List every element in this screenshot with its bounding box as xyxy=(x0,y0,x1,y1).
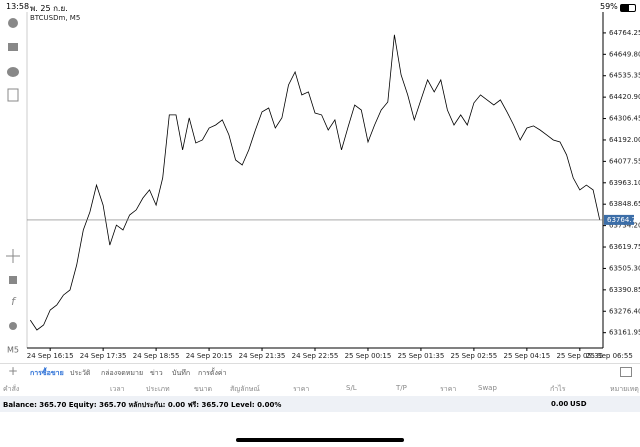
column-header: กำไร xyxy=(550,385,566,393)
add-icon[interactable] xyxy=(7,88,19,102)
y-tick-label: 64192.00 xyxy=(609,136,640,144)
x-tick-label: 25 Sep 06:55 xyxy=(586,352,633,360)
y-tick-label: 64535.35 xyxy=(609,72,640,80)
column-header: Swap xyxy=(478,384,497,392)
y-tick-label: 63161.95 xyxy=(609,329,640,337)
status-battery: 59% xyxy=(600,2,618,11)
layout-icon[interactable] xyxy=(620,367,632,377)
x-tick-label: 24 Sep 20:15 xyxy=(186,352,233,360)
add-button[interactable]: + xyxy=(8,364,19,378)
x-tick-label: 24 Sep 21:35 xyxy=(239,352,286,360)
indicators-icon[interactable] xyxy=(9,276,17,284)
currency: USD xyxy=(570,400,587,408)
y-tick-label: 63505.30 xyxy=(609,264,640,272)
chart: f M5 BTCUSDm, M5 64764.25 64649.80 64535.3… xyxy=(6,12,640,360)
x-tick-label: 25 Sep 04:15 xyxy=(503,352,550,360)
y-tick-label: 64649.80 xyxy=(609,50,640,58)
profit-total: 0.00 xyxy=(551,400,569,408)
column-header: เวลา xyxy=(110,385,125,393)
battery-icon xyxy=(620,4,636,12)
status-time: 13:58 xyxy=(6,2,30,11)
home-indicator xyxy=(236,438,404,442)
tab[interactable]: การซื้อขาย xyxy=(30,369,64,377)
column-header: หมายเหตุ xyxy=(610,385,639,393)
column-header: ประเภท xyxy=(146,385,170,393)
y-tick-label: 64077.55 xyxy=(609,157,640,165)
x-tick-label: 25 Sep 05:35 xyxy=(556,352,603,360)
y-tick-label: 63390.85 xyxy=(609,286,640,294)
y-tick-label: 64764.25 xyxy=(609,29,640,37)
column-header: T/P xyxy=(396,384,407,392)
crosshair-icon[interactable] xyxy=(6,249,20,263)
column-header: ราคา xyxy=(440,385,457,393)
balance-text: Balance: 365.70 Equity: 365.70 หลักประกั… xyxy=(3,401,282,409)
column-header: ราคา xyxy=(293,385,310,393)
current-price-box xyxy=(604,214,634,225)
y-tick-label: 63848.65 xyxy=(609,200,640,208)
column-header: สัญลักษณ์ xyxy=(230,385,260,393)
price-line xyxy=(29,34,601,331)
balance-row: Balance: 365.70 Equity: 365.70 หลักประกั… xyxy=(0,396,640,412)
function-icon[interactable]: f xyxy=(11,295,17,308)
trade-icon[interactable] xyxy=(8,43,18,51)
left-toolbar: f M5 xyxy=(6,18,20,355)
account-icon[interactable] xyxy=(8,18,18,28)
column-header: คำสั่ง xyxy=(3,385,20,393)
column-header: S/L xyxy=(346,384,357,392)
x-tick-label: 25 Sep 00:15 xyxy=(345,352,392,360)
y-tick-label: 63276.40 xyxy=(609,307,640,315)
divider xyxy=(0,363,640,364)
x-tick-label: 24 Sep 18:55 xyxy=(133,352,180,360)
objects-icon[interactable] xyxy=(9,322,17,330)
timeframe-button[interactable]: M5 xyxy=(7,346,19,355)
x-tick-label: 25 Sep 02:55 xyxy=(451,352,498,360)
chat-icon[interactable] xyxy=(7,67,19,77)
tab[interactable]: กล่องจดหมาย xyxy=(101,369,144,377)
chart-title: BTCUSDm, M5 xyxy=(30,14,80,22)
x-tick-label: 24 Sep 22:55 xyxy=(292,352,339,360)
tab[interactable]: การตั้งค่า xyxy=(198,369,227,377)
x-tick-label: 24 Sep 16:15 xyxy=(27,352,74,360)
y-tick-label: 63734.20 xyxy=(609,222,640,230)
y-tick-label: 64420.90 xyxy=(609,93,640,101)
column-header: ขนาด xyxy=(194,385,213,393)
y-tick-label: 63963.10 xyxy=(609,179,640,187)
tab[interactable]: ข่าว xyxy=(150,369,163,377)
tab[interactable]: ประวัติ xyxy=(70,369,91,377)
tab[interactable]: บันทึก xyxy=(172,369,191,377)
y-tick-label: 64306.45 xyxy=(609,115,640,123)
current-price-label: 63764.72 xyxy=(607,216,640,224)
status-date: พ. 25 ก.ย. xyxy=(30,4,68,13)
x-tick-label: 24 Sep 17:35 xyxy=(80,352,127,360)
y-tick-label: 63619.75 xyxy=(609,243,640,251)
x-tick-label: 25 Sep 01:35 xyxy=(398,352,445,360)
